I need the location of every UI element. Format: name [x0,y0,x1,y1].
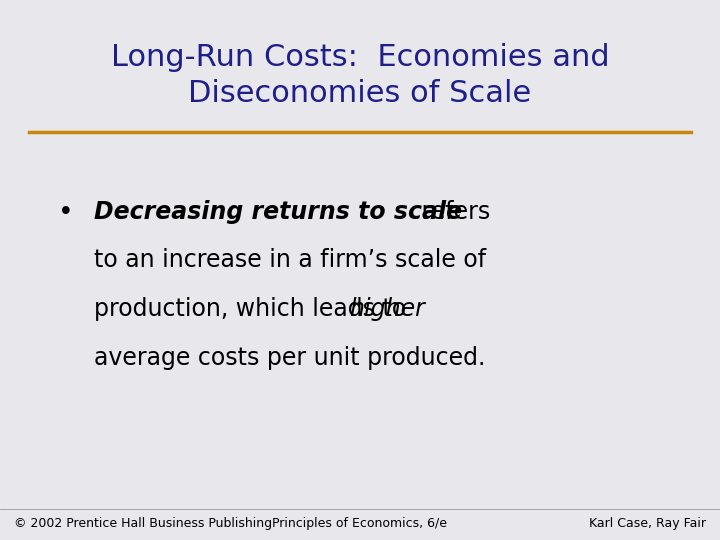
Text: production, which leads to: production, which leads to [94,297,413,321]
Text: © 2002 Prentice Hall Business Publishing: © 2002 Prentice Hall Business Publishing [14,517,273,530]
Text: higher: higher [349,297,425,321]
Text: refers: refers [414,200,490,224]
Text: Long-Run Costs:  Economies and
Diseconomies of Scale: Long-Run Costs: Economies and Diseconomi… [111,43,609,108]
Text: to an increase in a firm’s scale of: to an increase in a firm’s scale of [94,248,486,272]
Text: average costs per unit produced.: average costs per unit produced. [94,346,485,369]
Text: Decreasing returns to scale: Decreasing returns to scale [94,200,462,224]
Text: •: • [58,200,73,226]
Text: Karl Case, Ray Fair: Karl Case, Ray Fair [589,517,706,530]
Text: Principles of Economics, 6/e: Principles of Economics, 6/e [272,517,448,530]
